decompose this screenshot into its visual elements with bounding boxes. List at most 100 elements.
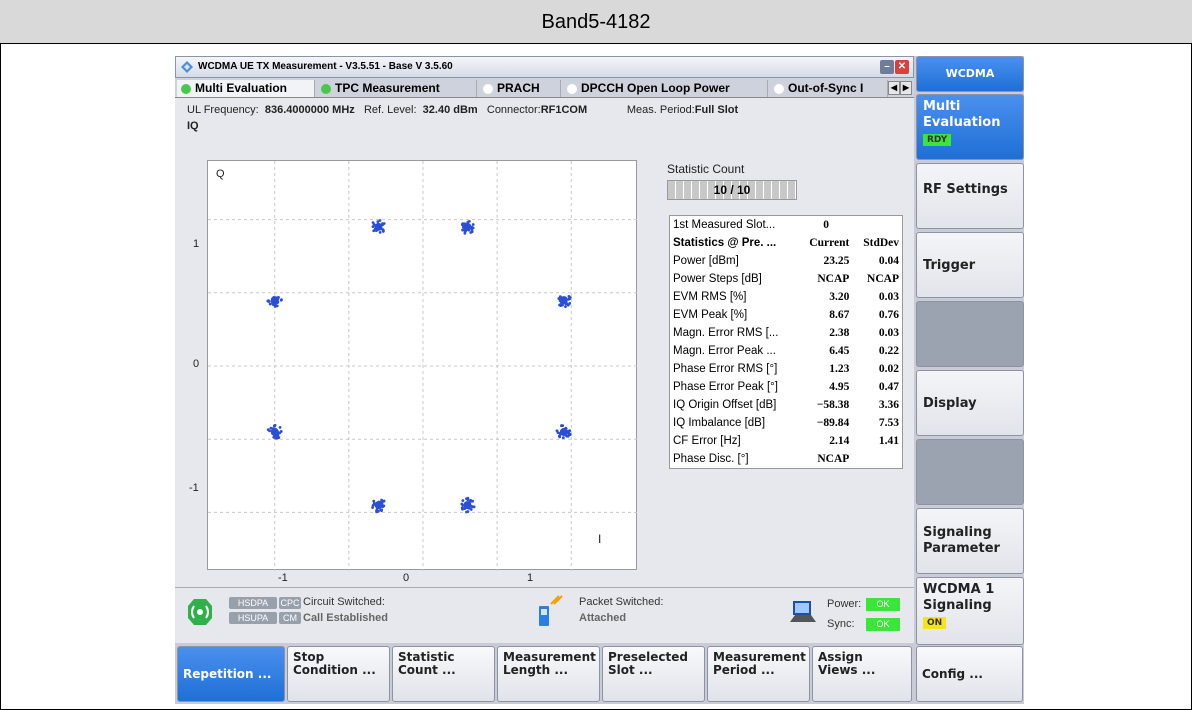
status-dot-icon — [181, 84, 191, 94]
power-ok-indicator: OK — [866, 598, 900, 611]
arrow-right-icon[interactable]: ▶ — [900, 81, 912, 95]
view-label: IQ — [187, 120, 199, 132]
stat-name: EVM RMS [%] — [673, 291, 747, 303]
table-row: CF Error [Hz] 2.14 1.41 — [670, 432, 902, 450]
y-tick-label: 0 — [193, 358, 200, 370]
ref-level-label: Ref. Level: — [363, 104, 417, 116]
circuit-switched-value: Call Established — [303, 612, 388, 624]
tab-scroll: ◀ ▶ — [888, 81, 912, 95]
measurement-period-button[interactable]: Measurement Period ... — [707, 646, 810, 702]
packet-switched-label: Packet Switched: — [579, 596, 664, 608]
assign-views-button[interactable]: Assign Views ... — [812, 646, 912, 702]
cm-badge: CM — [279, 612, 301, 624]
empty-softkey — [916, 301, 1024, 367]
preselected-slot-button[interactable]: Preselected Slot ... — [602, 646, 705, 702]
stat-stddev: NCAP — [867, 273, 899, 285]
table-row: EVM Peak [%] 8.67 0.76 — [670, 306, 902, 324]
close-icon[interactable]: ✕ — [895, 60, 909, 74]
repetition-button[interactable]: Repetition ... — [177, 646, 285, 702]
constellation-point — [460, 219, 475, 235]
tab-multi-evaluation[interactable]: Multi Evaluation — [177, 80, 315, 97]
stat-name: Magn. Error Peak ... — [673, 345, 776, 357]
y-tick-label: -1 — [189, 482, 199, 494]
meas-period-value: Full Slot — [694, 104, 739, 116]
table-row: Phase Disc. [°] NCAP — [670, 450, 902, 468]
wcdma-signaling-button[interactable]: WCDMA 1 Signaling ON — [916, 577, 1024, 645]
statistic-count-progress: 10 / 10 — [667, 180, 797, 200]
tab-prach[interactable]: PRACH — [479, 80, 561, 97]
wcdma-header[interactable]: WCDMA — [916, 56, 1024, 92]
stat-stddev: 1.41 — [878, 435, 899, 447]
stat-name: Power [dBm] — [673, 255, 739, 267]
power-label: Power: — [827, 598, 862, 610]
packet-switched-value: Attached — [579, 612, 627, 624]
status-dot-icon — [567, 84, 577, 94]
rf-settings-button[interactable]: RF Settings — [916, 163, 1024, 229]
trigger-button[interactable]: Trigger — [916, 232, 1024, 298]
antenna-icon — [188, 599, 212, 625]
iq-plot-canvas: QI — [208, 161, 638, 571]
laptop-icon — [790, 601, 816, 622]
tab-out-of-sync[interactable]: Out-of-Sync I — [770, 80, 888, 97]
table-header-row: Statistics @ Pre. ... Current StdDev — [670, 234, 902, 252]
column-header: StdDev — [863, 237, 899, 249]
connector-label: Connector: — [486, 104, 541, 116]
ref-level-value: 32.40 dBm — [422, 104, 478, 116]
statistic-count-button[interactable]: Statistic Count ... — [392, 646, 495, 702]
arrow-left-icon[interactable]: ◀ — [888, 81, 900, 95]
display-button[interactable]: Display — [916, 370, 1024, 436]
stat-current: NCAP — [817, 453, 850, 465]
first-slot-value: 0 — [823, 219, 830, 231]
rs-logo-icon — [181, 61, 193, 73]
tab-dpcch-open-loop-power[interactable]: DPCCH Open Loop Power — [563, 80, 768, 97]
stat-name: IQ Imbalance [dB] — [673, 417, 766, 429]
signaling-parameter-button[interactable]: Signaling Parameter — [916, 508, 1024, 574]
stop-condition-button[interactable]: Stop Condition ... — [287, 646, 390, 702]
empty-softkey — [916, 439, 1024, 505]
stat-stddev — [852, 450, 902, 468]
constellation-point — [266, 423, 283, 440]
constellation-point — [557, 295, 572, 309]
statistic-progress-fill — [668, 181, 796, 199]
constellation-point — [555, 424, 572, 440]
stat-stddev: 3.36 — [878, 399, 899, 411]
stat-name: EVM Peak [%] — [673, 309, 748, 321]
column-header: Current — [809, 237, 850, 249]
measurement-info: UL Frequency: 836.4000000 MHz Ref. Level… — [175, 98, 914, 140]
measurement-length-button[interactable]: Measurement Length ... — [497, 646, 600, 702]
stat-current: 23.25 — [823, 255, 850, 267]
status-dot-icon — [321, 84, 331, 94]
stat-current: −58.38 — [816, 399, 850, 411]
stat-current: 4.95 — [829, 381, 850, 393]
stat-current: 6.45 — [829, 345, 850, 357]
meas-period-label: Meas. Period: — [626, 104, 695, 116]
stat-current: 1.23 — [829, 363, 850, 375]
stat-stddev: 7.53 — [878, 417, 899, 429]
stat-stddev: 0.02 — [878, 363, 899, 375]
constellation-point — [460, 496, 476, 514]
stat-name: IQ Origin Offset [dB] — [673, 399, 777, 411]
stat-current: −89.84 — [816, 417, 850, 429]
right-softkey-panel: WCDMA Multi Evaluation RDY RF Settings T… — [916, 56, 1024, 646]
stat-name: Magn. Error RMS [... — [673, 327, 779, 339]
stat-current: 2.38 — [829, 327, 850, 339]
table-row: IQ Imbalance [dB] −89.84 7.53 — [670, 414, 902, 432]
x-tick-label: -1 — [278, 572, 288, 584]
wcdma-signaling-label: WCDMA 1 Signaling — [923, 582, 995, 613]
config-button[interactable]: Config ... — [916, 646, 1023, 702]
constellation-point — [266, 295, 283, 308]
connection-status-bar: HSDPA CPC HSUPA CM Circuit Switched: Cal… — [175, 587, 914, 643]
table-row: Power Steps [dB] NCAP NCAP — [670, 270, 902, 288]
stat-current: 3.20 — [829, 291, 850, 303]
stat-name: Phase Error RMS [°] — [673, 363, 778, 375]
multi-evaluation-label: Multi Evaluation — [923, 99, 1001, 130]
multi-evaluation-button[interactable]: Multi Evaluation RDY — [916, 94, 1024, 160]
status-dot-icon — [774, 84, 784, 94]
tab-tpc-measurement[interactable]: TPC Measurement — [317, 80, 477, 97]
circuit-switched-label: Circuit Switched: — [303, 596, 385, 608]
q-axis-label: Q — [216, 168, 225, 180]
minimize-icon[interactable]: – — [880, 60, 894, 74]
x-tick-label: 0 — [403, 572, 410, 584]
